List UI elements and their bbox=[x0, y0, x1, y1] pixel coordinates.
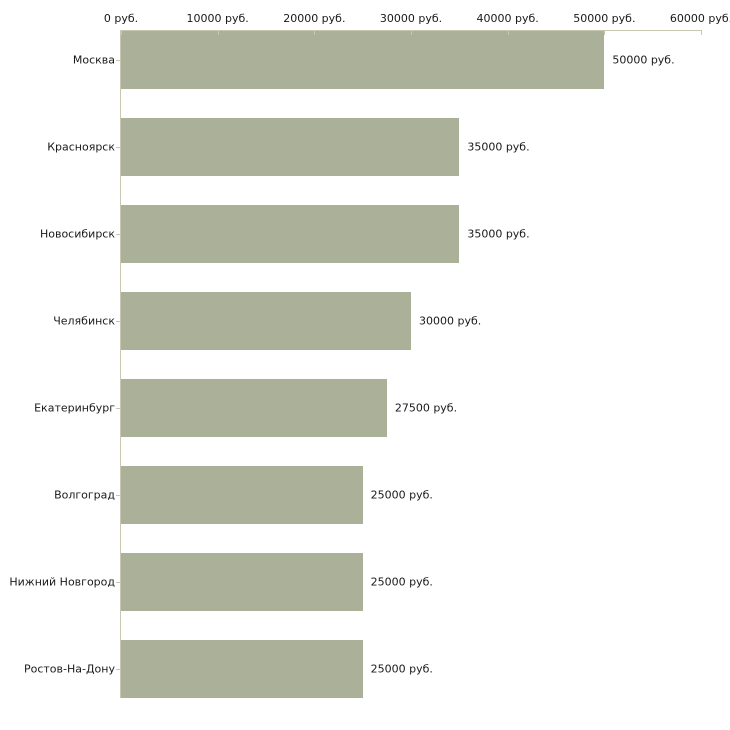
value-label: 30000 руб. bbox=[419, 314, 482, 328]
value-label: 35000 руб. bbox=[467, 140, 530, 154]
x-tick-mark bbox=[217, 30, 219, 35]
category-label: Ростов-На-Дону bbox=[23, 662, 115, 676]
category-label: Екатеринбург bbox=[34, 401, 115, 415]
category-label: Новосибирск bbox=[39, 227, 115, 241]
x-axis-tick-label: 40000 руб. bbox=[476, 12, 539, 25]
x-axis-tick-label: 50000 руб. bbox=[573, 12, 636, 25]
x-tick-mark bbox=[121, 30, 122, 35]
x-axis-tick-label: 60000 руб. bbox=[669, 12, 730, 25]
y-axis-line bbox=[120, 30, 121, 698]
y-tick-mark bbox=[116, 60, 120, 61]
value-label: 25000 руб. bbox=[370, 488, 433, 502]
y-tick-mark bbox=[116, 495, 120, 496]
category-label: Москва bbox=[72, 53, 115, 67]
y-tick-mark bbox=[116, 408, 120, 409]
x-axis-tick-label: 0 руб. bbox=[103, 12, 139, 25]
x-tick-mark bbox=[701, 30, 702, 35]
x-tick-mark bbox=[507, 30, 509, 35]
value-label: 50000 руб. bbox=[612, 53, 675, 67]
y-tick-mark bbox=[116, 234, 120, 235]
value-label: 25000 руб. bbox=[370, 662, 433, 676]
bar bbox=[121, 466, 363, 524]
category-label: Красноярск bbox=[47, 140, 115, 154]
category-label: Волгоград bbox=[54, 488, 115, 502]
bar bbox=[121, 640, 363, 698]
x-tick-mark bbox=[411, 30, 412, 35]
y-tick-mark bbox=[116, 669, 120, 670]
value-label: 27500 руб. bbox=[394, 401, 458, 415]
bar bbox=[121, 292, 411, 350]
bar bbox=[121, 31, 605, 89]
x-axis-tick-label: 20000 руб. bbox=[283, 12, 346, 25]
value-label: 35000 руб. bbox=[467, 227, 530, 241]
x-tick-mark bbox=[604, 30, 606, 35]
bar bbox=[121, 118, 460, 176]
bar bbox=[121, 379, 387, 437]
y-tick-mark bbox=[116, 582, 120, 583]
bar bbox=[121, 205, 460, 263]
category-label: Челябинск bbox=[53, 314, 115, 328]
bar bbox=[121, 553, 363, 611]
x-axis-tick-label: 10000 руб. bbox=[186, 12, 249, 25]
y-tick-mark bbox=[116, 321, 120, 322]
y-tick-mark bbox=[116, 147, 120, 148]
category-label: Нижний Новгород bbox=[9, 575, 115, 589]
x-axis-tick-label: 30000 руб. bbox=[379, 12, 443, 25]
x-tick-mark bbox=[314, 30, 316, 35]
value-label: 25000 руб. bbox=[370, 575, 433, 589]
